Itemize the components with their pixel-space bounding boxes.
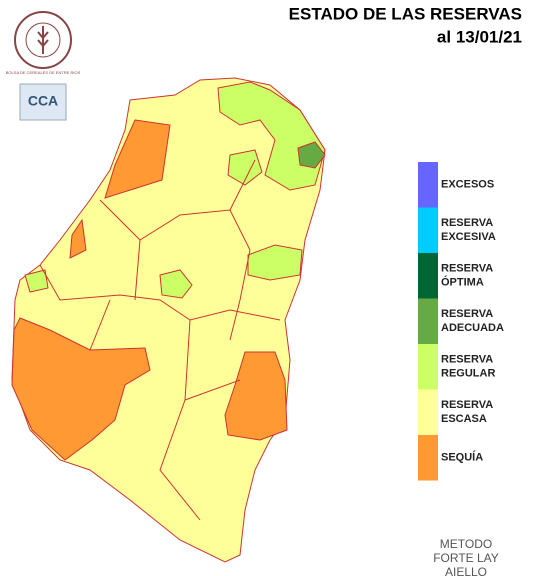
legend-label: RESERVA bbox=[441, 399, 493, 411]
sequia-zone bbox=[69, 218, 87, 259]
regular-zone bbox=[24, 269, 49, 293]
regular-zone bbox=[227, 149, 263, 186]
logo-wheat bbox=[37, 26, 49, 54]
cca-badge bbox=[19, 83, 67, 121]
method-text: AIELLO bbox=[445, 565, 487, 576]
department-borders bbox=[39, 159, 281, 521]
title: ESTADO DE LAS RESERVAS bbox=[289, 4, 522, 23]
legend-swatch bbox=[418, 162, 438, 208]
legend-label: ÓPTIMA bbox=[441, 276, 484, 289]
method-text: FORTE LAY bbox=[433, 551, 499, 565]
legend: EXCESOSRESERVAEXCESIVARESERVAÓPTIMARESER… bbox=[418, 162, 504, 481]
legend-label: RESERVA bbox=[441, 308, 493, 320]
legend-label: RESERVA bbox=[441, 263, 493, 275]
regular-zone bbox=[159, 269, 193, 299]
legend-swatch bbox=[418, 435, 438, 481]
regular-zone bbox=[247, 244, 303, 281]
sequia-zone bbox=[104, 119, 171, 199]
legend-label: RESERVA bbox=[441, 217, 493, 229]
legend-label: SEQUÍA bbox=[441, 451, 483, 464]
legend-label: REGULAR bbox=[441, 368, 495, 380]
province-map bbox=[11, 77, 326, 563]
legend-swatch bbox=[418, 207, 438, 253]
legend-label: ESCASA bbox=[441, 413, 487, 425]
legend-label: EXCESIVA bbox=[441, 231, 496, 243]
legend-label: RESERVA bbox=[441, 354, 493, 366]
logo: BOLSA DE CEREALES DE ENTRE RIOS CCA bbox=[6, 11, 81, 121]
legend-label: EXCESOS bbox=[441, 179, 494, 191]
adecuada-zone bbox=[297, 141, 326, 169]
legend-swatch bbox=[418, 389, 438, 435]
date: al 13/01/21 bbox=[437, 27, 522, 46]
sequia-zone bbox=[224, 351, 288, 441]
method-text: METODO bbox=[440, 537, 492, 551]
legend-swatch bbox=[418, 253, 438, 299]
legend-swatch bbox=[418, 344, 438, 390]
regular-zone bbox=[217, 81, 326, 191]
logo-text: BOLSA DE CEREALES DE ENTRE RIOS bbox=[6, 70, 81, 75]
cca-text: CCA bbox=[28, 93, 58, 109]
legend-label: ADECUADA bbox=[441, 322, 504, 334]
legend-swatch bbox=[418, 298, 438, 344]
